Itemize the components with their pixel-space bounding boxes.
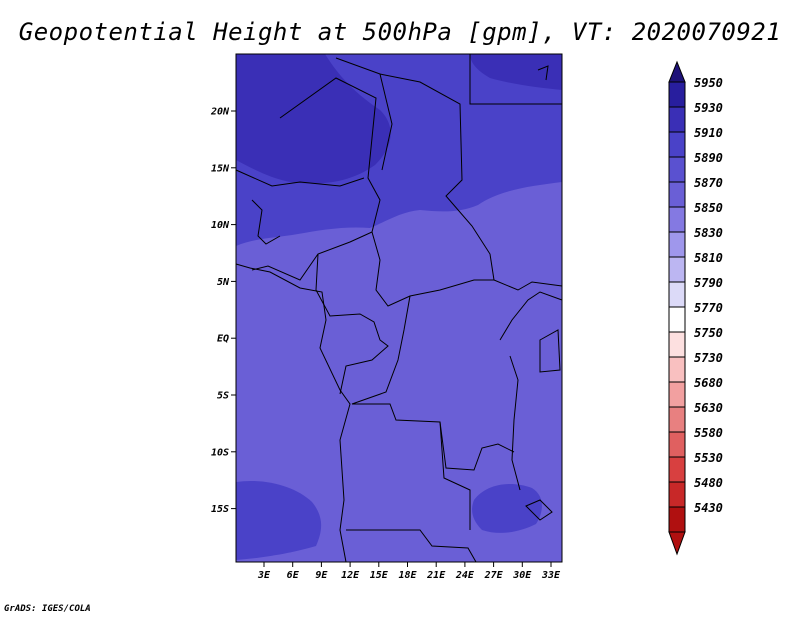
height-fill-layer	[236, 54, 562, 562]
lon-tick-label: 30E	[512, 570, 532, 581]
border-east	[335, 57, 563, 291]
colorbar-swatch	[668, 131, 686, 158]
colorbar-bottom-arrow	[668, 531, 686, 556]
colorbar-swatch	[668, 231, 686, 258]
border-east-africa	[499, 291, 563, 341]
colorbar-level-label: 5870	[694, 176, 723, 190]
colorbar-level-label: 5950	[694, 76, 723, 90]
border-car	[371, 231, 494, 307]
lon-tick-label: 24E	[455, 570, 475, 581]
colorbar-level-label: 5890	[694, 151, 723, 165]
colorbar-level-label: 5830	[694, 226, 723, 240]
border-egypt	[469, 54, 562, 105]
border-zambia	[439, 421, 515, 471]
colorbar-level-label: 5790	[694, 276, 723, 290]
colorbar-swatch	[668, 281, 686, 308]
colorbar-swatch	[668, 306, 686, 333]
lon-tick-label: 12E	[341, 570, 360, 581]
colorbar-level-label: 5580	[694, 426, 723, 440]
colorbar-swatch	[668, 381, 686, 408]
colorbar-level-label: 5680	[694, 376, 723, 390]
latitude-ticks: 20N 15N 10N 5N EQ 5S 10S 15S	[210, 107, 236, 515]
lon-tick-label: 6E	[287, 570, 300, 581]
border-drc	[351, 295, 471, 530]
lat-tick-label: 15S	[211, 504, 229, 515]
colorbar-swatch	[668, 431, 686, 458]
colorbar-level-label: 5730	[694, 351, 723, 365]
lat-tick-label: EQ	[217, 334, 229, 345]
lon-tick-label: 3E	[257, 570, 271, 581]
colorbar-swatch	[668, 256, 686, 283]
colorbar-swatch	[668, 481, 686, 508]
colorbar-level-label: 5480	[694, 476, 723, 490]
grads-credit: GrADS: IGES/COLA	[4, 604, 91, 614]
colorbar-swatch	[668, 356, 686, 383]
colorbar-top-arrow	[668, 60, 686, 83]
longitude-ticks: 3E 6E 9E 12E 15E 18E 21E 24E 27E 30E 33E	[257, 562, 561, 581]
colorbar-swatch	[668, 156, 686, 183]
colorbar-level-label: 5850	[694, 201, 723, 215]
colorbar-level-label: 5810	[694, 251, 723, 265]
border-chad-north	[379, 73, 393, 171]
coast-gulf	[251, 199, 281, 245]
map-frame	[235, 53, 563, 563]
colorbar-level-label: 5530	[694, 451, 723, 465]
colorbar-swatch	[668, 331, 686, 358]
lat-tick-label: 10N	[211, 220, 230, 231]
colorbar-level-label: 5430	[694, 501, 723, 515]
country-borders	[235, 54, 563, 563]
fill-5890-southwest-region	[236, 480, 322, 560]
lake-malawi	[525, 499, 553, 521]
coast-red-sea	[537, 65, 549, 81]
colorbar-swatch	[668, 406, 686, 433]
chart-title: Geopotential Height at 500hPa [gpm], VT:…	[18, 18, 782, 46]
lat-tick-label: 5S	[217, 391, 229, 402]
colorbar-level-label: 5910	[694, 126, 723, 140]
colorbar-swatch	[668, 206, 686, 233]
fill-5890-southeast-region	[472, 484, 542, 533]
colorbar-level-label: 5750	[694, 326, 723, 340]
colorbar-level-label: 5930	[694, 101, 723, 115]
lon-tick-label: 33E	[541, 570, 561, 581]
colorbar-swatch	[668, 106, 686, 133]
lat-tick-label: 20N	[210, 107, 230, 118]
fill-5910-northeast-region	[470, 54, 562, 90]
lat-tick-label: 5N	[217, 277, 230, 288]
border-namibia	[346, 529, 477, 563]
lat-tick-label: 15N	[211, 163, 230, 174]
lon-tick-label: 15E	[370, 570, 389, 581]
lake-victoria	[539, 329, 561, 373]
colorbar-level-label: 5630	[694, 401, 723, 415]
lon-tick-label: 27E	[484, 570, 504, 581]
fill-5910-north-region	[236, 54, 391, 184]
lon-tick-label: 21E	[426, 570, 446, 581]
colorbar: 5950 5930 5910 5890 5870 5850 5830 5810 5790 5770…	[668, 60, 723, 556]
colorbar-swatch	[668, 81, 686, 108]
colorbar-swatch	[668, 181, 686, 208]
border-cameroon	[315, 253, 389, 395]
lon-tick-label: 9E	[315, 570, 328, 581]
colorbar-swatch	[668, 456, 686, 483]
border-lakes	[509, 355, 521, 491]
colorbar-level-label: 5770	[694, 301, 723, 315]
border-sahel	[235, 169, 365, 187]
lat-tick-label: 10S	[211, 447, 229, 458]
lon-tick-label: 18E	[398, 570, 417, 581]
colorbar-swatch	[668, 506, 686, 533]
coastline-west	[235, 263, 351, 563]
